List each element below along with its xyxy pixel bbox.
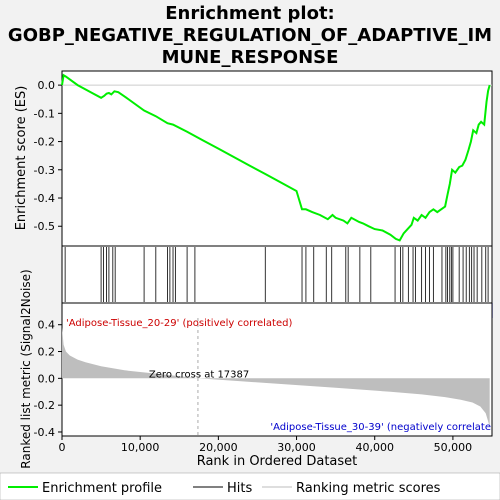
positive-correlation-label: 'Adipose-Tissue_20-29' (positively corre…: [66, 318, 292, 329]
es-y-tick-label: 0.0: [38, 79, 56, 92]
metric-y-axis: 0.4 0.2 0.0 -0.2 -0.4: [34, 319, 62, 439]
chart-title-line-2: GOBP_NEGATIVE_REGULATION_OF_ADAPTIVE_IM: [8, 25, 492, 46]
legend-profile-label: Enrichment profile: [42, 481, 162, 496]
es-y-tick-label: -0.2: [34, 136, 55, 149]
es-y-tick-label: -0.1: [34, 107, 55, 120]
x-tick-label: 10,000: [121, 441, 160, 454]
x-tick-label: 50,000: [434, 441, 473, 454]
metric-y-axis-label: Ranked list metric (Signal2Noise): [19, 269, 33, 468]
ranking-metric-area: [62, 327, 490, 427]
metric-y-tick-label: -0.2: [34, 399, 55, 412]
chart-title-line-1: Enrichment plot:: [165, 3, 335, 24]
es-y-axis-label: Enrichment score (ES): [14, 86, 29, 231]
legend-box: [0, 472, 500, 500]
metric-y-tick-label: 0.4: [38, 319, 56, 332]
es-y-tick-label: -0.5: [34, 220, 55, 233]
hits-panel: [61, 245, 493, 304]
metric-y-tick-label: 0.2: [38, 346, 56, 359]
legend-hits-label: Hits: [227, 481, 252, 496]
x-tick-label: 40,000: [355, 441, 394, 454]
metric-y-tick-label: 0.0: [38, 372, 56, 385]
x-tick-label: 30,000: [277, 441, 316, 454]
es-y-tick-label: -0.3: [34, 164, 55, 177]
zero-cross-label: Zero cross at 17387: [149, 370, 249, 381]
x-tick-label: 0: [59, 441, 66, 454]
x-tick-label: 20,000: [199, 441, 238, 454]
chart-title-line-3: MUNE_RESPONSE: [162, 47, 339, 68]
metric-plot-area: [61, 302, 493, 437]
es-y-tick-label: -0.4: [34, 192, 55, 205]
x-axis-label: Rank in Ordered Dataset: [197, 454, 358, 469]
metric-y-tick-label: -0.4: [34, 426, 55, 439]
x-axis: 0 10,000 20,000 30,000 40,000 50,000: [59, 436, 473, 454]
negative-correlation-label: 'Adipose-Tissue_30-39' (negatively corre…: [270, 422, 491, 433]
legend-metric-label: Ranking metric scores: [296, 481, 441, 496]
enrichment-profile-line: [61, 73, 491, 242]
hit-markers: [64, 247, 489, 302]
es-y-axis: 0.0 -0.1 -0.2 -0.3 -0.4 -0.5: [34, 79, 62, 233]
